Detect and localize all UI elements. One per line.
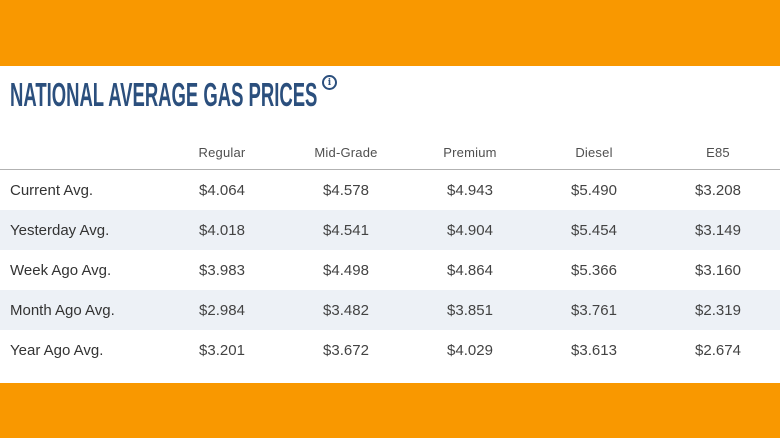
price-cell: $4.498 xyxy=(323,261,369,279)
table-row-week-ago-avg: Week Ago Avg. $3.983 $4.498 $4.864 $5.36… xyxy=(0,250,780,290)
col-header-regular: Regular xyxy=(198,145,246,160)
table-row-month-ago-avg: Month Ago Avg. $2.984 $3.482 $3.851 $3.7… xyxy=(0,290,780,330)
row-label: Month Ago Avg. xyxy=(10,301,115,319)
price-cell: $3.201 xyxy=(199,341,245,359)
page-title: NATIONAL AVERAGE GAS PRICES xyxy=(10,76,318,113)
price-cell: $5.454 xyxy=(571,221,617,239)
top-orange-bar xyxy=(0,0,780,66)
price-cell: $4.864 xyxy=(447,261,493,279)
price-cell: $3.208 xyxy=(695,181,741,199)
price-cell: $4.018 xyxy=(199,221,245,239)
price-cell: $4.029 xyxy=(447,341,493,359)
gas-prices-table: Regular Mid-Grade Premium Diesel E85 Cur… xyxy=(0,112,780,370)
price-cell: $4.578 xyxy=(323,181,369,199)
row-label: Yesterday Avg. xyxy=(10,221,110,239)
price-cell: $5.490 xyxy=(571,181,617,199)
price-cell: $5.366 xyxy=(571,261,617,279)
bottom-orange-bar xyxy=(0,383,780,438)
price-cell: $3.482 xyxy=(323,301,369,319)
price-cell: $3.672 xyxy=(323,341,369,359)
table-row-yesterday-avg: Yesterday Avg. $4.018 $4.541 $4.904 $5.4… xyxy=(0,210,780,250)
price-cell: $3.983 xyxy=(199,261,245,279)
price-cell: $4.904 xyxy=(447,221,493,239)
title-row: NATIONAL AVERAGE GAS PRICES i xyxy=(10,75,780,113)
table-row-year-ago-avg: Year Ago Avg. $3.201 $3.672 $4.029 $3.61… xyxy=(0,330,780,370)
table-header-row: Regular Mid-Grade Premium Diesel E85 xyxy=(0,112,780,170)
info-icon[interactable]: i xyxy=(322,75,337,90)
row-label: Week Ago Avg. xyxy=(10,261,112,279)
price-cell: $4.064 xyxy=(199,181,245,199)
price-cell: $2.674 xyxy=(695,341,741,359)
col-header-premium: Premium xyxy=(443,145,497,160)
price-cell: $3.613 xyxy=(571,341,617,359)
col-header-midgrade: Mid-Grade xyxy=(314,145,378,160)
content-area: NATIONAL AVERAGE GAS PRICES i Regular Mi… xyxy=(0,75,780,383)
table-row-current-avg: Current Avg. $4.064 $4.578 $4.943 $5.490… xyxy=(0,170,780,210)
info-icon-glyph: i xyxy=(327,77,332,88)
row-label: Current Avg. xyxy=(10,181,94,199)
price-cell: $3.851 xyxy=(447,301,493,319)
col-header-diesel: Diesel xyxy=(575,145,613,160)
col-header-e85: E85 xyxy=(706,145,730,160)
price-cell: $3.761 xyxy=(571,301,617,319)
price-cell: $2.984 xyxy=(199,301,245,319)
row-label: Year Ago Avg. xyxy=(10,341,104,359)
price-cell: $4.541 xyxy=(323,221,369,239)
price-cell: $3.160 xyxy=(695,261,741,279)
price-cell: $2.319 xyxy=(695,301,741,319)
price-cell: $3.149 xyxy=(695,221,741,239)
price-cell: $4.943 xyxy=(447,181,493,199)
